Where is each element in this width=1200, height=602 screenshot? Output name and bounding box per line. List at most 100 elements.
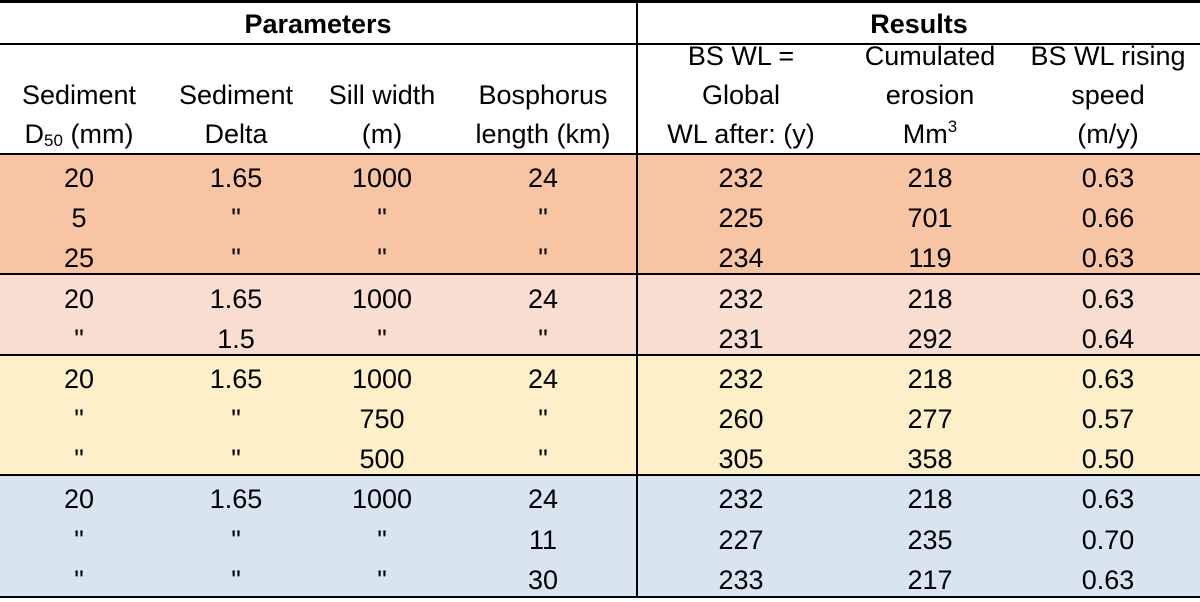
group-divider-rule	[0, 273, 1200, 275]
cell-cumulated-erosion: 277	[907, 404, 953, 434]
cell-bosphorus-length: 24	[527, 163, 559, 193]
cell-sediment-d50: "	[74, 525, 84, 555]
cell-bs-wl-global: 232	[718, 484, 764, 514]
col-header-line: BS WL rising	[1030, 41, 1186, 71]
cell-rising-speed: 0.63	[1081, 364, 1135, 394]
cell-cumulated-erosion: 119	[908, 243, 952, 273]
cell-sediment-delta: 1.5	[217, 324, 255, 354]
band-delta-group	[0, 275, 1200, 354]
cell-cumulated-erosion: 217	[907, 565, 953, 595]
cell-sill-width: 1000	[351, 163, 413, 193]
d50-subscript: 50	[44, 131, 63, 150]
cell-sediment-d50: 20	[63, 364, 95, 394]
d50-unit: (mm)	[62, 119, 134, 149]
col-header-line: (m/y)	[1077, 119, 1139, 149]
cell-rising-speed: 0.63	[1081, 565, 1135, 595]
cell-sediment-d50: 20	[63, 163, 95, 193]
col-header-line: Delta	[204, 119, 268, 149]
col-header-line: length (km)	[475, 119, 611, 149]
cell-sediment-d50: 25	[63, 243, 95, 273]
col-header-sediment-d50: Sediment D50 (mm)	[0, 44, 158, 154]
cell-cumulated-erosion: 218	[907, 364, 953, 394]
cell-cumulated-erosion: 218	[907, 284, 953, 314]
section-divider	[636, 0, 638, 598]
cell-sill-width: "	[377, 565, 387, 595]
cell-bosphorus-length: 24	[527, 364, 559, 394]
parameters-group-title: Parameters	[244, 9, 392, 39]
cell-sediment-d50: "	[74, 324, 84, 354]
cell-bs-wl-global: 227	[718, 525, 764, 555]
cell-bs-wl-global: 232	[718, 163, 764, 193]
cell-bs-wl-global: 231	[718, 324, 764, 354]
cell-sediment-delta: "	[231, 565, 241, 595]
cell-bosphorus-length: 24	[527, 484, 559, 514]
cell-sediment-d50: 20	[63, 484, 95, 514]
group-divider-rule	[0, 474, 1200, 476]
cell-bs-wl-global: 232	[718, 364, 764, 394]
col-header-bs-wl-global: BS WL = Global WL after: (y)	[638, 41, 844, 154]
d50-symbol: D	[24, 119, 45, 149]
cell-rising-speed: 0.57	[1081, 404, 1135, 434]
cell-bosphorus-length: "	[538, 243, 548, 273]
cell-bs-wl-global: 233	[718, 565, 764, 595]
cell-bs-wl-global: 232	[718, 284, 764, 314]
col-header-sill-width: Sill width (m)	[314, 44, 450, 154]
cell-rising-speed: 0.63	[1081, 163, 1135, 193]
cell-rising-speed: 0.63	[1081, 243, 1135, 273]
cell-bs-wl-global: 260	[718, 404, 764, 434]
band-length-group	[0, 476, 1200, 598]
col-header-line: D50 (mm)	[0, 115, 158, 154]
cell-sill-width: 750	[359, 404, 405, 434]
cell-sediment-delta: "	[231, 243, 241, 273]
cell-bosphorus-length: "	[538, 324, 548, 354]
cell-rising-speed: 0.63	[1081, 484, 1135, 514]
cell-sill-width: 500	[359, 444, 405, 474]
col-header-line: Sediment	[178, 80, 294, 110]
cell-sediment-delta: 1.65	[209, 163, 263, 193]
group-header-rule	[0, 43, 1200, 45]
top-rule	[0, 0, 1200, 3]
cell-sill-width: "	[377, 324, 387, 354]
cell-cumulated-erosion: 358	[907, 444, 953, 474]
col-header-line: Mm3	[844, 115, 1016, 154]
col-header-sediment-delta: Sediment Delta	[158, 44, 314, 154]
cell-sediment-delta: "	[231, 203, 241, 233]
cell-rising-speed: 0.50	[1081, 444, 1135, 474]
col-header-line: Sill width	[328, 80, 436, 110]
erosion-superscript: 3	[947, 117, 958, 136]
cell-sediment-delta: 1.65	[209, 484, 263, 514]
col-header-line: Cumulated	[864, 41, 996, 71]
erosion-unit: Mm	[902, 119, 948, 149]
cell-bs-wl-global: 234	[718, 243, 764, 273]
cell-sill-width: 1000	[351, 284, 413, 314]
cell-sill-width: 1000	[351, 364, 413, 394]
cell-bosphorus-length: "	[538, 203, 548, 233]
cell-bs-wl-global: 225	[718, 203, 764, 233]
cell-cumulated-erosion: 218	[907, 163, 953, 193]
cell-cumulated-erosion: 218	[907, 484, 953, 514]
cell-sediment-delta: 1.65	[209, 364, 263, 394]
cell-sill-width: 1000	[351, 484, 413, 514]
cell-sill-width: "	[377, 203, 387, 233]
col-header-line: speed	[1071, 80, 1145, 110]
group-divider-rule	[0, 354, 1200, 356]
cell-cumulated-erosion: 701	[907, 203, 953, 233]
cell-cumulated-erosion: 235	[907, 525, 953, 555]
cell-sediment-d50: "	[74, 565, 84, 595]
cell-bosphorus-length: 11	[528, 525, 558, 555]
cell-sediment-delta: "	[231, 444, 241, 474]
cell-bosphorus-length: "	[538, 444, 548, 474]
cell-bs-wl-global: 305	[718, 444, 764, 474]
cell-rising-speed: 0.70	[1081, 525, 1135, 555]
col-header-line: WL after: (y)	[667, 119, 815, 149]
cell-sediment-d50: 20	[63, 284, 95, 314]
cell-rising-speed: 0.66	[1081, 203, 1135, 233]
cell-bosphorus-length: "	[538, 404, 548, 434]
band-d50-group	[0, 155, 1200, 273]
cell-bosphorus-length: 24	[527, 284, 559, 314]
col-header-line: Bosphorus	[478, 80, 608, 110]
col-header-bs-wl-rising-speed: BS WL rising speed (m/y)	[1016, 41, 1200, 154]
cell-sediment-delta: "	[231, 525, 241, 555]
cell-sill-width: "	[377, 525, 387, 555]
cell-sediment-delta: 1.65	[209, 284, 263, 314]
